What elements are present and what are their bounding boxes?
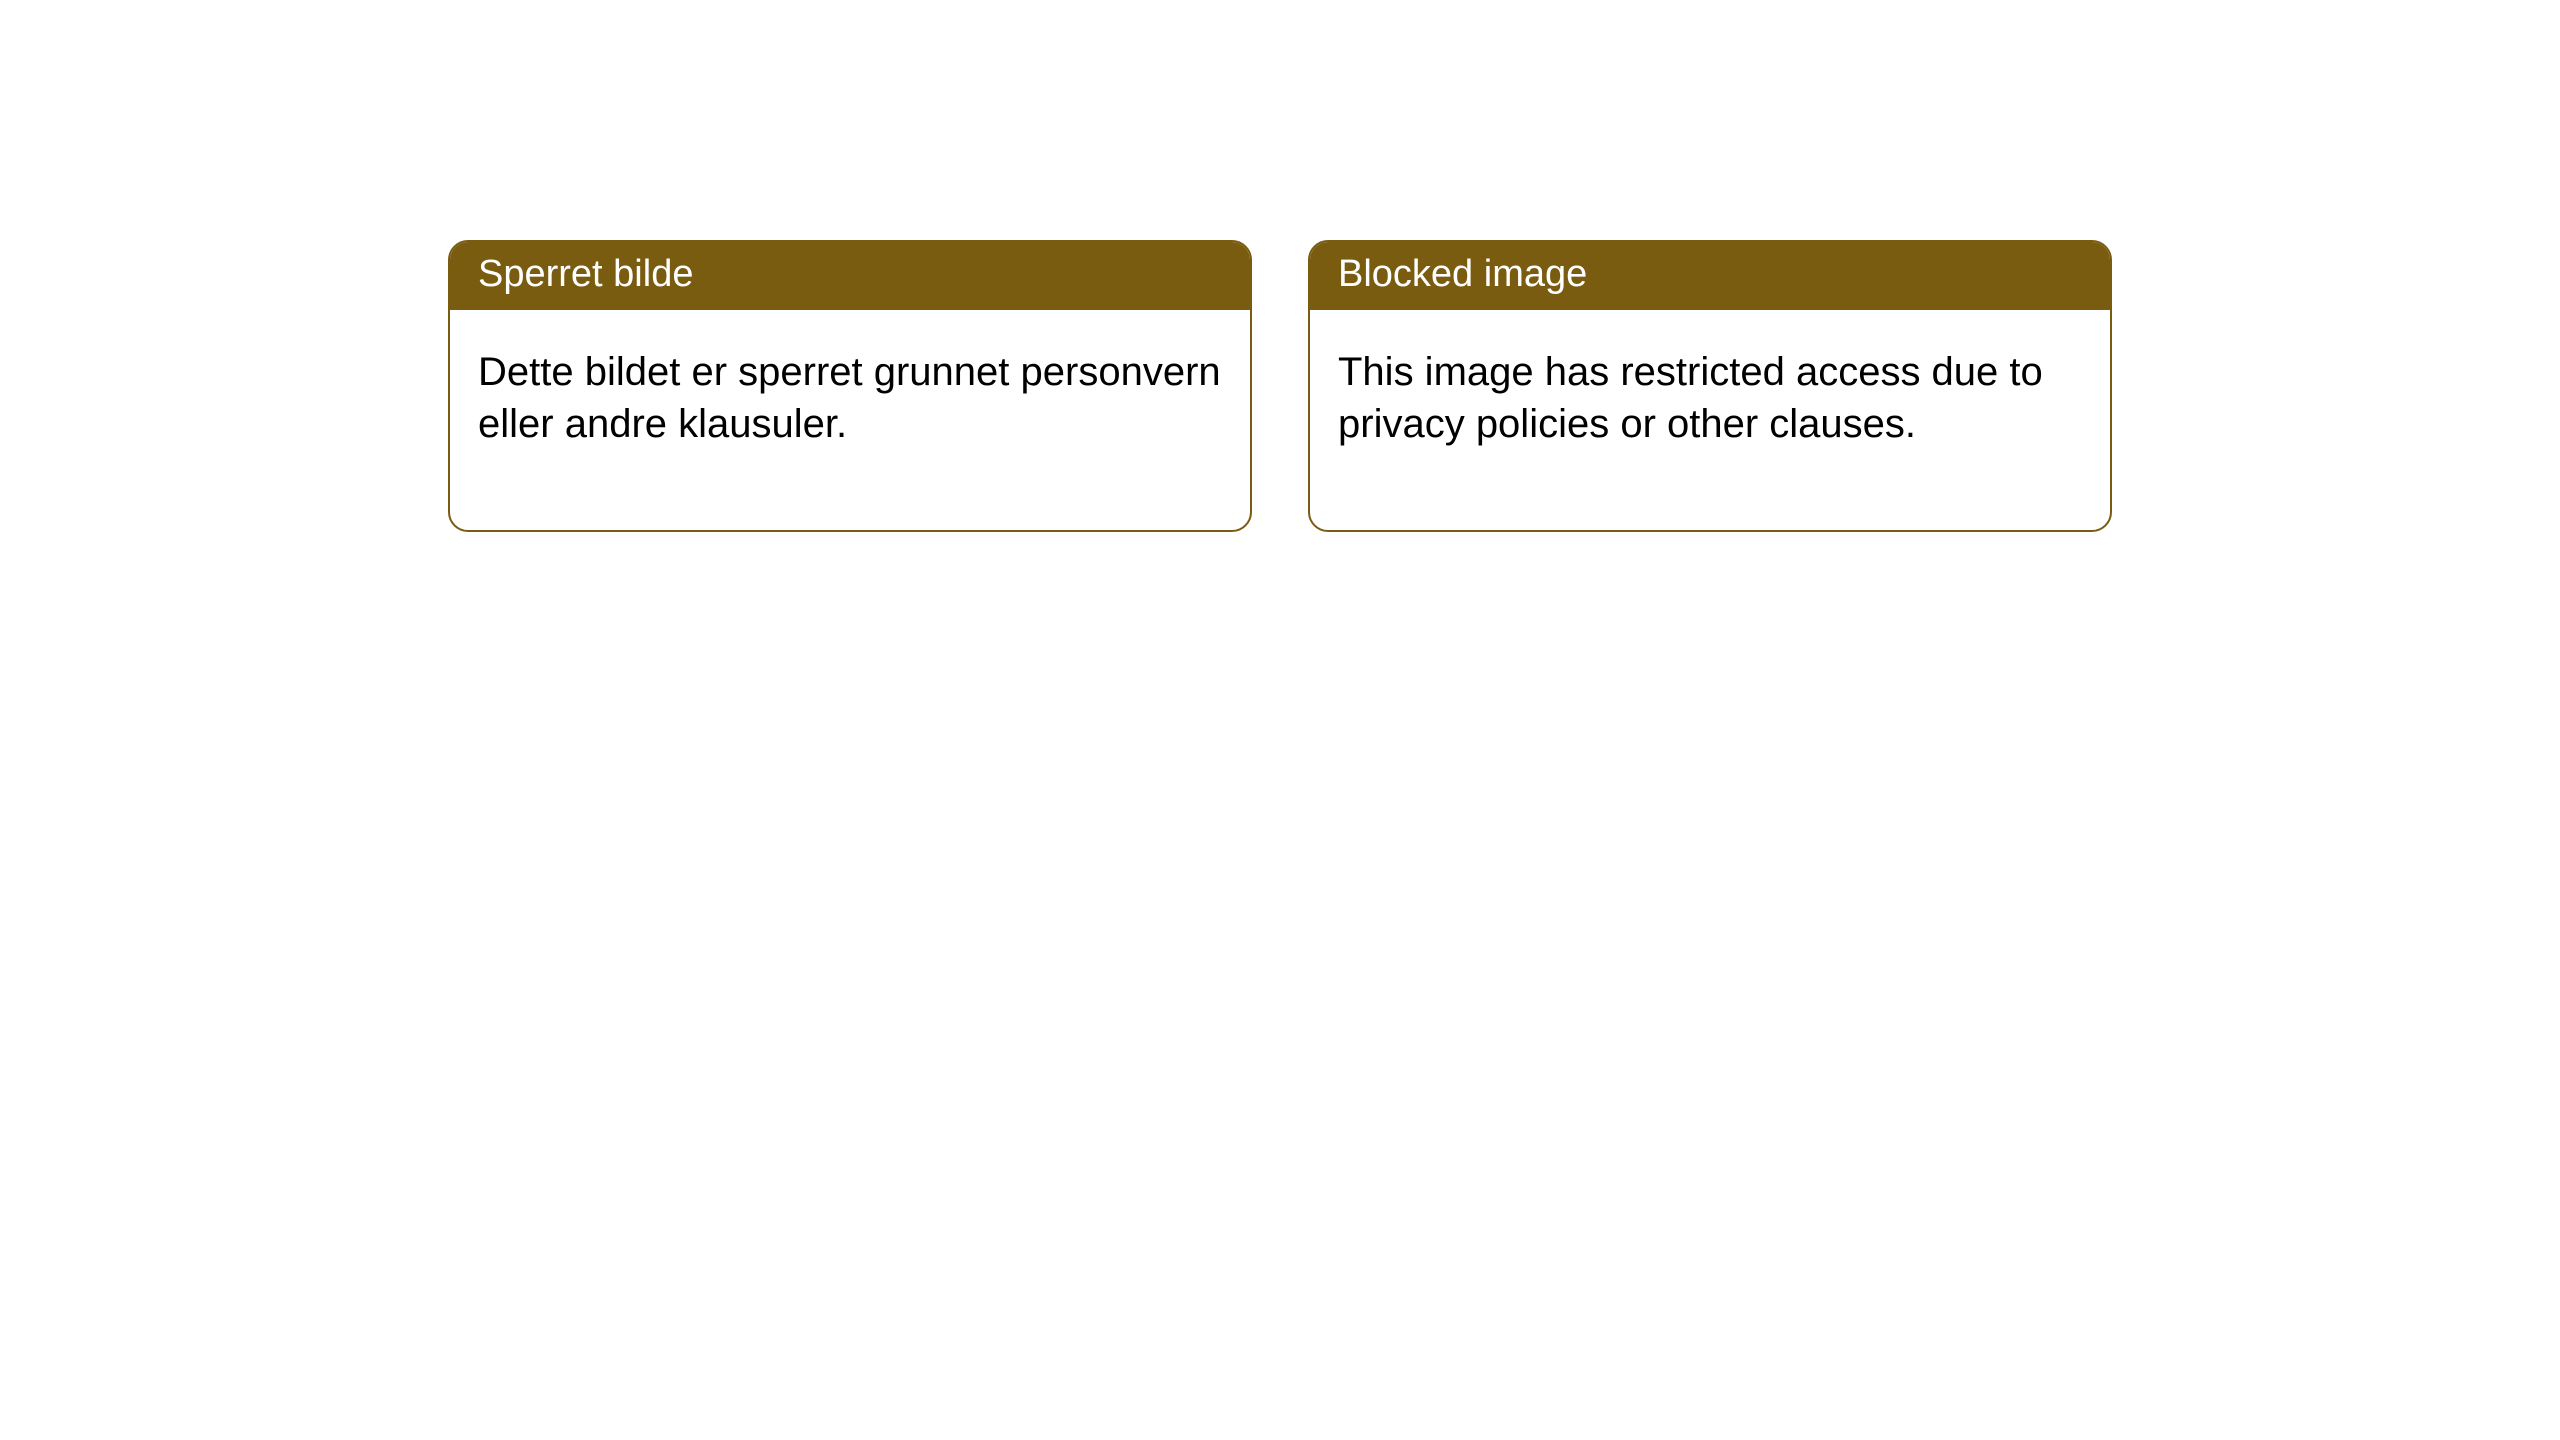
notice-container: Sperret bilde Dette bildet er sperret gr… xyxy=(0,0,2560,532)
notice-body-english: This image has restricted access due to … xyxy=(1310,310,2110,530)
notice-body-norwegian: Dette bildet er sperret grunnet personve… xyxy=(450,310,1250,530)
notice-card-norwegian: Sperret bilde Dette bildet er sperret gr… xyxy=(448,240,1252,532)
notice-title-english: Blocked image xyxy=(1310,242,2110,310)
notice-card-english: Blocked image This image has restricted … xyxy=(1308,240,2112,532)
notice-title-norwegian: Sperret bilde xyxy=(450,242,1250,310)
